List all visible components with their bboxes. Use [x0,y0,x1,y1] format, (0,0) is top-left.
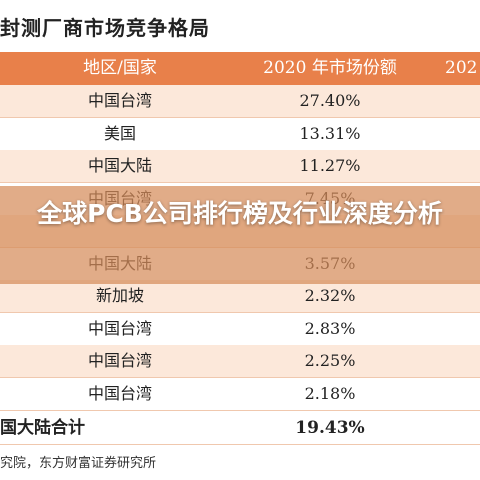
table-cell: 中国大陆 [87,156,152,175]
table-row: 中国台湾 2.18% [0,377,480,411]
table-row: 中国台湾 27.40% [0,85,480,118]
overlay-title: 全球PCB公司排行榜及行业深度分析 [37,199,443,228]
table-cell: 美国 [103,123,136,143]
total-row: 国大陆合计 19.43% [0,412,480,445]
table-cell: 2.32% [304,286,356,305]
header-cell: 2020 年市场份额 [263,58,397,78]
table-row: 中国大陆 11.27% [0,150,480,183]
table-cell: 13.31% [299,123,361,143]
table-row: 美国 13.31% [0,117,480,151]
table-cell: 2.25% [304,351,356,370]
table-row: 中国台湾 2.25% [0,345,480,378]
table-cell: 中国台湾 [87,351,152,370]
table-cell: 2.18% [304,383,356,403]
table-cell: 中国台湾 [87,91,152,110]
header-cell: 地区/国家 [83,58,157,78]
table-cell: 国大陆合计 [0,418,85,438]
table-cell: 11.27% [299,156,361,175]
table-row: 中国台湾 2.83% [0,312,480,346]
header-cell: 202 [445,58,478,78]
table-row: 新加坡 2.32% [0,280,480,313]
table-title: 封测厂商市场竞争格局 [0,16,210,40]
table-cell: 27.40% [299,91,361,110]
table-cell: 19.43% [295,418,365,438]
table-cell: 新加坡 [95,286,144,305]
table-cell: 中国台湾 [87,383,152,403]
overlay-band [0,186,480,284]
table-cell: 中国台湾 [87,318,152,338]
table-cell: 2.83% [304,318,356,338]
source-note: 究院，东方财富证券研究所 [0,456,157,471]
table-header: 地区/国家 2020 年市场份额 202 [0,52,480,85]
